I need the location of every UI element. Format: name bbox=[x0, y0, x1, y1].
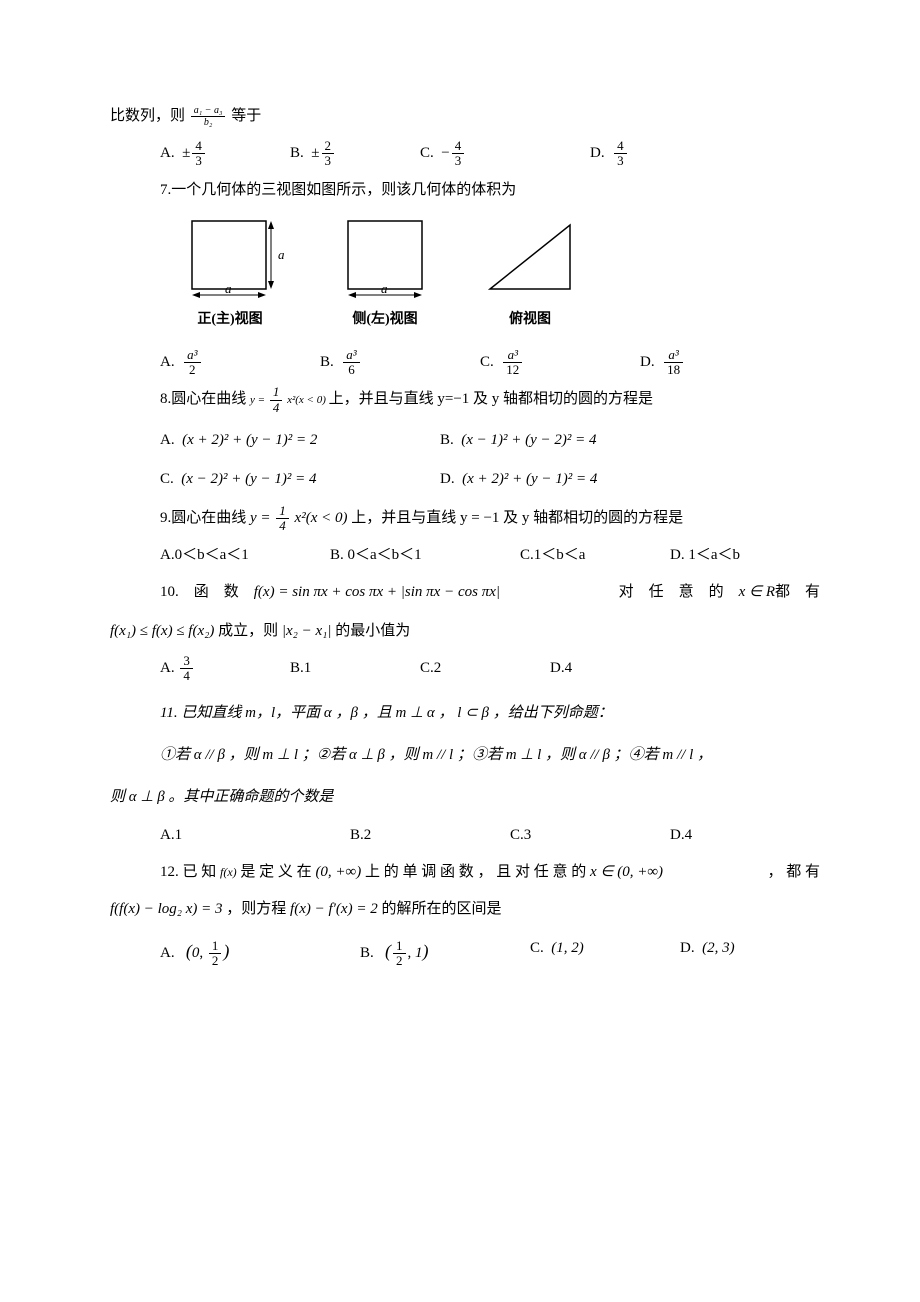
q11-choice-c: C.3 bbox=[510, 819, 670, 852]
q7-choice-c: C. a³12 bbox=[480, 346, 640, 379]
q7-stem: 7.一个几何体的三视图如图所示，则该几何体的体积为 bbox=[110, 174, 820, 207]
q12-choice-a: A. (0, 12) bbox=[160, 932, 360, 972]
q12-choice-d: D. (2, 3) bbox=[680, 932, 735, 972]
q11-choice-b: B.2 bbox=[350, 819, 510, 852]
q11-stem1: 11. 已知直线 m，l，平面 α ，β ，且 m ⊥ α ， l ⊂ β ，给… bbox=[110, 695, 820, 731]
q7-views: a a 正(主)视图 a 侧(左)视图 俯视图 bbox=[110, 217, 820, 336]
svg-text:a: a bbox=[381, 281, 388, 296]
q12-stem-line2: f(f(x) − log₂ x) = 3 ，则方程 f(x) − f′(x) =… bbox=[110, 893, 820, 926]
q11-stem3: 则 α ⊥ β 。其中正确命题的个数是 bbox=[110, 779, 820, 815]
q12-choice-b: B. (12, 1) bbox=[360, 932, 530, 972]
q6-choices: A. ±43 B. ±23 C. −43 D. 43 bbox=[110, 137, 820, 170]
q6-ratio: a₁ − a₃ b₂ bbox=[191, 105, 226, 128]
q7-top-view: 俯视图 bbox=[480, 217, 580, 336]
q7-front-view: a a 正(主)视图 bbox=[170, 217, 290, 336]
q8-stem: 8.圆心在曲线 y = 14 x²(x < 0) 上，并且与直线 y=−1 及 … bbox=[110, 383, 820, 416]
q10-stem-line2: f(x₁) ≤ f(x) ≤ f(x₂) 成立，则 |x₂ − x₁| 的最小值… bbox=[110, 615, 820, 648]
q9-choice-d: D. 1＜a＜b bbox=[670, 539, 740, 572]
svg-text:a: a bbox=[278, 247, 285, 262]
q6-choice-c: C. −43 bbox=[420, 137, 550, 170]
q8-choices-row1: A. (x + 2)² + (y − 1)² = 2 B. (x − 1)² +… bbox=[110, 424, 820, 457]
q10-choice-a: A. 34 bbox=[160, 652, 290, 685]
q6-tail2: 等于 bbox=[231, 108, 261, 124]
q6-choice-a: A. ±43 bbox=[160, 137, 290, 170]
q7-choice-d: D. a³18 bbox=[640, 346, 685, 379]
q10-choice-c: C.2 bbox=[420, 652, 550, 685]
q11-choice-a: A.1 bbox=[160, 819, 350, 852]
q7-side-view: a 侧(左)视图 bbox=[330, 217, 440, 336]
front-view-svg: a a bbox=[170, 217, 290, 303]
q8-choice-a: A. (x + 2)² + (y − 1)² = 2 bbox=[160, 424, 440, 457]
q11-choice-d: D.4 bbox=[670, 819, 692, 852]
q8-choice-d: D. (x + 2)² + (y − 1)² = 4 bbox=[440, 463, 597, 496]
q10-choice-b: B.1 bbox=[290, 652, 420, 685]
q10-choices: A. 34 B.1 C.2 D.4 bbox=[110, 652, 820, 685]
q12-choices: A. (0, 12) B. (12, 1) C. (1, 2) D. (2, 3… bbox=[110, 932, 820, 972]
q9-choice-a: A.0＜b＜a＜1 bbox=[160, 539, 330, 572]
q6-tail-text: 比数列，则 bbox=[110, 108, 185, 124]
q6-choice-d: D. 43 bbox=[590, 137, 629, 170]
top-view-label: 俯视图 bbox=[480, 305, 580, 336]
q9-choice-c: C.1＜b＜a bbox=[520, 539, 670, 572]
side-view-svg: a bbox=[330, 217, 440, 303]
q7-choices: A. a³2 B. a³6 C. a³12 D. a³18 bbox=[110, 346, 820, 379]
side-view-label: 侧(左)视图 bbox=[330, 305, 440, 336]
q10-choice-d: D.4 bbox=[550, 652, 572, 685]
q9-choices: A.0＜b＜a＜1 B. 0＜a＜b＜1 C.1＜b＜a D. 1＜a＜b bbox=[110, 539, 820, 572]
front-view-label: 正(主)视图 bbox=[170, 305, 290, 336]
q11-choices: A.1 B.2 C.3 D.4 bbox=[110, 819, 820, 852]
q6-choice-b: B. ±23 bbox=[290, 137, 420, 170]
q12-choice-c: C. (1, 2) bbox=[530, 932, 680, 972]
q7-choice-a: A. a³2 bbox=[160, 346, 320, 379]
q9-stem: 9.圆心在曲线 y = 14 x²(x < 0) 上，并且与直线 y = −1 … bbox=[110, 502, 820, 535]
q9-choice-b: B. 0＜a＜b＜1 bbox=[330, 539, 520, 572]
top-view-svg bbox=[480, 217, 580, 303]
q10-stem-line1: 10. 函 数 f(x) = sin πx + cos πx + |sin πx… bbox=[110, 576, 820, 609]
svg-text:a: a bbox=[225, 281, 232, 296]
q8-choice-c: C. (x − 2)² + (y − 1)² = 4 bbox=[160, 463, 440, 496]
q6-tail: 比数列，则 a₁ − a₃ b₂ 等于 bbox=[110, 100, 820, 133]
q11-stem2: ①若 α // β ，则 m ⊥ l ；②若 α ⊥ β ，则 m // l ；… bbox=[110, 737, 820, 773]
q8-choices-row2: C. (x − 2)² + (y − 1)² = 4 D. (x + 2)² +… bbox=[110, 463, 820, 496]
q8-choice-b: B. (x − 1)² + (y − 2)² = 4 bbox=[440, 424, 597, 457]
q12-stem-line1: 12. 已 知 f(x) 是 定 义 在 (0, +∞) 上 的 单 调 函 数… bbox=[110, 856, 820, 889]
q7-choice-b: B. a³6 bbox=[320, 346, 480, 379]
